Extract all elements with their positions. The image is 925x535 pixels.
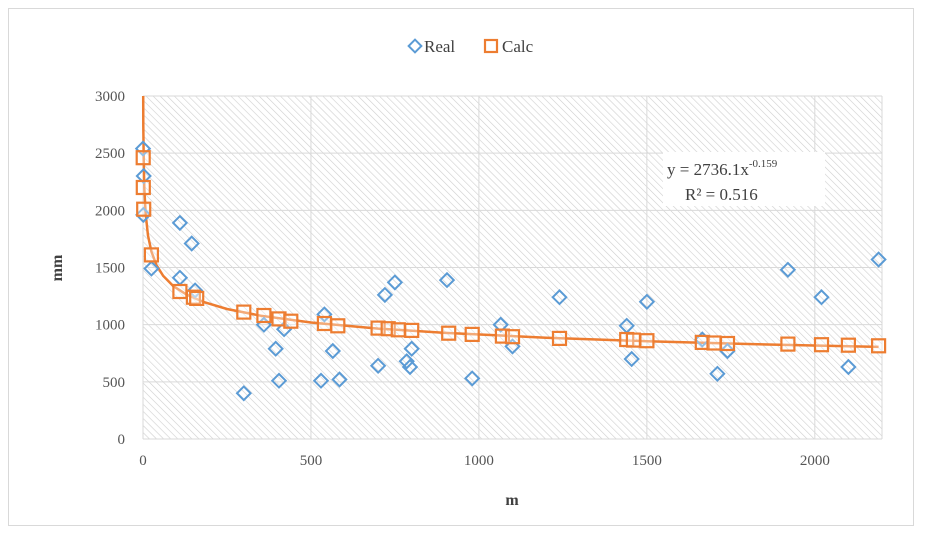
point-real (324, 342, 342, 360)
x-axis-title: m (505, 492, 519, 509)
point-real (270, 372, 288, 389)
point-calc (625, 332, 642, 348)
y-tick-label: 1000 (95, 318, 125, 334)
r-squared-text: R² = 0.516 (685, 185, 758, 204)
x-tick-label: 1000 (464, 453, 494, 469)
point-real (376, 286, 394, 304)
point-calc (719, 335, 736, 352)
point-real (143, 260, 160, 277)
point-calc (143, 247, 159, 263)
gridlines (142, 95, 883, 440)
point-calc (840, 337, 857, 353)
point-real (463, 370, 481, 387)
point-calc (236, 304, 252, 320)
point-real (709, 365, 726, 383)
legend: Real Calc (407, 37, 534, 56)
point-calc (551, 330, 568, 346)
point-real (492, 316, 509, 333)
point-real (312, 372, 330, 389)
point-calc (283, 313, 299, 329)
point-calc (706, 335, 722, 351)
point-calc (464, 326, 480, 342)
x-tick-labels: 0 500 1000 1500 2000 (139, 453, 830, 469)
point-real (183, 235, 200, 252)
point-real (779, 261, 797, 279)
point-real (870, 251, 887, 268)
point-real (719, 342, 736, 360)
point-calc (639, 333, 655, 349)
point-real (267, 340, 284, 357)
point-real (186, 282, 204, 299)
y-tick-labels: 0 500 1000 1500 2000 2500 3000 (95, 89, 125, 448)
point-calc (316, 315, 332, 332)
point-real (813, 288, 830, 306)
trendline-equation: y = 2736.1x-0.159 R² = 0.516 (663, 152, 825, 206)
legend-label-real: Real (424, 37, 455, 56)
point-real (403, 340, 420, 357)
point-real (638, 293, 656, 311)
point-calc (136, 201, 152, 217)
y-tick-label: 2500 (95, 146, 125, 162)
legend-marker-calc (483, 38, 499, 54)
point-real (135, 206, 152, 224)
x-tick-label: 1500 (632, 453, 662, 469)
point-real (331, 371, 348, 388)
point-real (618, 317, 635, 335)
point-real (551, 288, 568, 306)
point-real (401, 358, 419, 376)
point-real (135, 167, 152, 185)
point-real (235, 385, 253, 402)
point-real (840, 358, 857, 376)
point-calc (404, 322, 420, 338)
y-tick-label: 1500 (95, 261, 125, 277)
x-tick-label: 500 (300, 453, 323, 469)
y-tick-label: 0 (118, 432, 126, 448)
point-calc (870, 338, 887, 354)
point-real (398, 353, 415, 370)
x-tick-label: 2000 (800, 453, 830, 469)
point-calc (504, 329, 521, 345)
series-calc (135, 150, 887, 354)
point-calc (256, 307, 272, 324)
legend-marker-real (407, 38, 423, 54)
point-calc (271, 311, 287, 327)
point-calc (135, 179, 151, 196)
point-calc (330, 318, 346, 334)
point-calc (441, 325, 457, 341)
point-calc (694, 334, 710, 350)
y-tick-label: 500 (103, 375, 126, 391)
point-real (369, 357, 387, 375)
y-tick-label: 2000 (95, 203, 125, 219)
point-real (171, 269, 189, 287)
point-calc (172, 283, 188, 300)
y-axis-title: mm (49, 254, 66, 281)
point-real (171, 214, 189, 232)
point-calc (135, 150, 151, 166)
point-calc (813, 337, 830, 353)
equation-text: y = 2736.1x-0.159 (667, 158, 778, 179)
series-real (134, 140, 887, 402)
point-calc (780, 336, 796, 352)
point-real (386, 274, 404, 291)
x-tick-label: 0 (139, 453, 147, 469)
y-tick-label: 3000 (95, 89, 125, 105)
legend-label-calc: Calc (502, 37, 534, 56)
point-calc (189, 290, 205, 306)
point-real (438, 271, 456, 289)
point-real (623, 350, 640, 368)
point-calc (390, 322, 406, 338)
